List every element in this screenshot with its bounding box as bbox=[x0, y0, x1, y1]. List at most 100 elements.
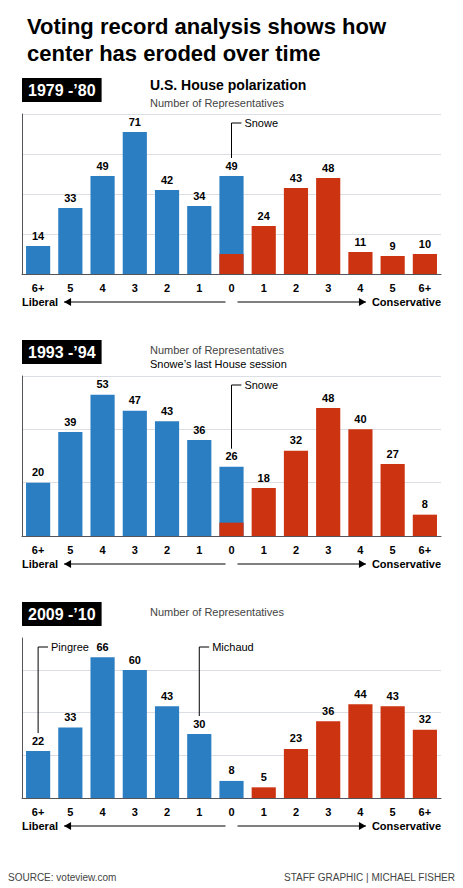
svg-text:Liberal: Liberal bbox=[22, 558, 58, 570]
svg-text:2: 2 bbox=[164, 806, 170, 818]
svg-text:43: 43 bbox=[161, 405, 173, 417]
svg-text:1: 1 bbox=[261, 544, 267, 556]
svg-text:STAFF GRAPHIC | MICHAEL FISHER: STAFF GRAPHIC | MICHAEL FISHER bbox=[284, 872, 455, 883]
svg-text:6+: 6+ bbox=[32, 282, 45, 294]
svg-text:3: 3 bbox=[325, 806, 331, 818]
svg-text:10: 10 bbox=[419, 238, 431, 250]
svg-text:Snowe’s last House session: Snowe’s last House session bbox=[150, 358, 287, 370]
svg-text:4: 4 bbox=[100, 806, 107, 818]
svg-text:2: 2 bbox=[164, 544, 170, 556]
svg-text:4: 4 bbox=[357, 282, 364, 294]
svg-text:5: 5 bbox=[67, 282, 73, 294]
svg-text:27: 27 bbox=[387, 448, 399, 460]
svg-text:11: 11 bbox=[355, 236, 367, 248]
svg-text:1979 -’80: 1979 -’80 bbox=[28, 82, 96, 99]
svg-text:1993 -’94: 1993 -’94 bbox=[28, 344, 96, 361]
svg-text:2: 2 bbox=[293, 806, 299, 818]
svg-text:48: 48 bbox=[322, 162, 334, 174]
svg-text:1: 1 bbox=[261, 806, 267, 818]
svg-text:Snowe: Snowe bbox=[244, 379, 278, 391]
svg-text:4: 4 bbox=[100, 544, 107, 556]
svg-text:60: 60 bbox=[129, 654, 141, 666]
svg-text:14: 14 bbox=[32, 230, 45, 242]
svg-text:4: 4 bbox=[357, 806, 364, 818]
svg-text:Pingree: Pingree bbox=[51, 641, 89, 653]
svg-text:43: 43 bbox=[290, 172, 302, 184]
svg-text:2009 -’10: 2009 -’10 bbox=[28, 606, 96, 623]
svg-text:71: 71 bbox=[129, 116, 141, 128]
svg-text:U.S. House polarization: U.S. House polarization bbox=[150, 77, 306, 93]
svg-text:4: 4 bbox=[357, 544, 364, 556]
svg-text:43: 43 bbox=[161, 690, 173, 702]
svg-text:53: 53 bbox=[96, 378, 108, 390]
svg-text:33: 33 bbox=[64, 711, 76, 723]
svg-text:3: 3 bbox=[325, 544, 331, 556]
svg-text:5: 5 bbox=[67, 806, 73, 818]
svg-text:Conservative: Conservative bbox=[372, 558, 441, 570]
svg-text:Liberal: Liberal bbox=[22, 820, 58, 832]
svg-text:1: 1 bbox=[261, 282, 267, 294]
svg-text:Number of Representatives: Number of Representatives bbox=[150, 606, 284, 618]
svg-text:36: 36 bbox=[193, 424, 205, 436]
svg-text:3: 3 bbox=[325, 282, 331, 294]
svg-text:8: 8 bbox=[422, 498, 428, 510]
svg-text:18: 18 bbox=[258, 472, 270, 484]
svg-text:3: 3 bbox=[132, 544, 138, 556]
svg-text:6+: 6+ bbox=[32, 806, 45, 818]
svg-text:Voting record analysis shows h: Voting record analysis shows how bbox=[27, 14, 387, 39]
svg-text:3: 3 bbox=[132, 282, 138, 294]
svg-text:0: 0 bbox=[228, 282, 234, 294]
svg-text:5: 5 bbox=[390, 282, 396, 294]
svg-text:center has eroded over time: center has eroded over time bbox=[27, 41, 320, 66]
svg-text:0: 0 bbox=[228, 806, 234, 818]
svg-text:2: 2 bbox=[293, 282, 299, 294]
svg-text:Michaud: Michaud bbox=[212, 641, 254, 653]
svg-text:1: 1 bbox=[196, 282, 202, 294]
svg-text:32: 32 bbox=[290, 434, 302, 446]
svg-text:36: 36 bbox=[322, 705, 334, 717]
svg-text:2: 2 bbox=[164, 282, 170, 294]
svg-text:43: 43 bbox=[387, 690, 399, 702]
svg-text:5: 5 bbox=[261, 771, 267, 783]
svg-text:40: 40 bbox=[354, 413, 366, 425]
svg-text:Number of Representatives: Number of Representatives bbox=[150, 97, 284, 109]
svg-text:47: 47 bbox=[129, 394, 141, 406]
svg-text:Conservative: Conservative bbox=[372, 296, 441, 308]
svg-text:22: 22 bbox=[32, 735, 44, 747]
svg-text:1: 1 bbox=[196, 544, 202, 556]
svg-text:SOURCE: voteview.com: SOURCE: voteview.com bbox=[8, 872, 116, 883]
svg-text:30: 30 bbox=[193, 718, 205, 730]
svg-text:24: 24 bbox=[258, 210, 271, 222]
svg-text:5: 5 bbox=[390, 806, 396, 818]
svg-text:8: 8 bbox=[228, 764, 234, 776]
svg-text:5: 5 bbox=[67, 544, 73, 556]
svg-text:23: 23 bbox=[290, 732, 302, 744]
svg-text:6+: 6+ bbox=[419, 806, 432, 818]
svg-text:33: 33 bbox=[64, 192, 76, 204]
svg-text:42: 42 bbox=[161, 174, 173, 186]
svg-text:Number of Representatives: Number of Representatives bbox=[150, 344, 284, 356]
svg-text:6+: 6+ bbox=[419, 282, 432, 294]
svg-text:5: 5 bbox=[390, 544, 396, 556]
svg-text:6+: 6+ bbox=[419, 544, 432, 556]
svg-text:48: 48 bbox=[322, 392, 334, 404]
svg-text:Conservative: Conservative bbox=[372, 820, 441, 832]
svg-text:3: 3 bbox=[132, 806, 138, 818]
svg-text:39: 39 bbox=[64, 416, 76, 428]
svg-text:1: 1 bbox=[196, 806, 202, 818]
svg-text:20: 20 bbox=[32, 466, 44, 478]
svg-text:Snowe: Snowe bbox=[244, 117, 278, 129]
svg-text:26: 26 bbox=[225, 450, 237, 462]
svg-text:Liberal: Liberal bbox=[22, 296, 58, 308]
svg-text:32: 32 bbox=[419, 713, 431, 725]
svg-text:0: 0 bbox=[228, 544, 234, 556]
svg-text:34: 34 bbox=[193, 190, 206, 202]
svg-text:4: 4 bbox=[100, 282, 107, 294]
svg-text:9: 9 bbox=[390, 240, 396, 252]
svg-text:2: 2 bbox=[293, 544, 299, 556]
svg-text:49: 49 bbox=[225, 160, 237, 172]
svg-text:49: 49 bbox=[96, 160, 108, 172]
svg-text:44: 44 bbox=[354, 688, 367, 700]
svg-text:6+: 6+ bbox=[32, 544, 45, 556]
svg-text:66: 66 bbox=[96, 641, 108, 653]
